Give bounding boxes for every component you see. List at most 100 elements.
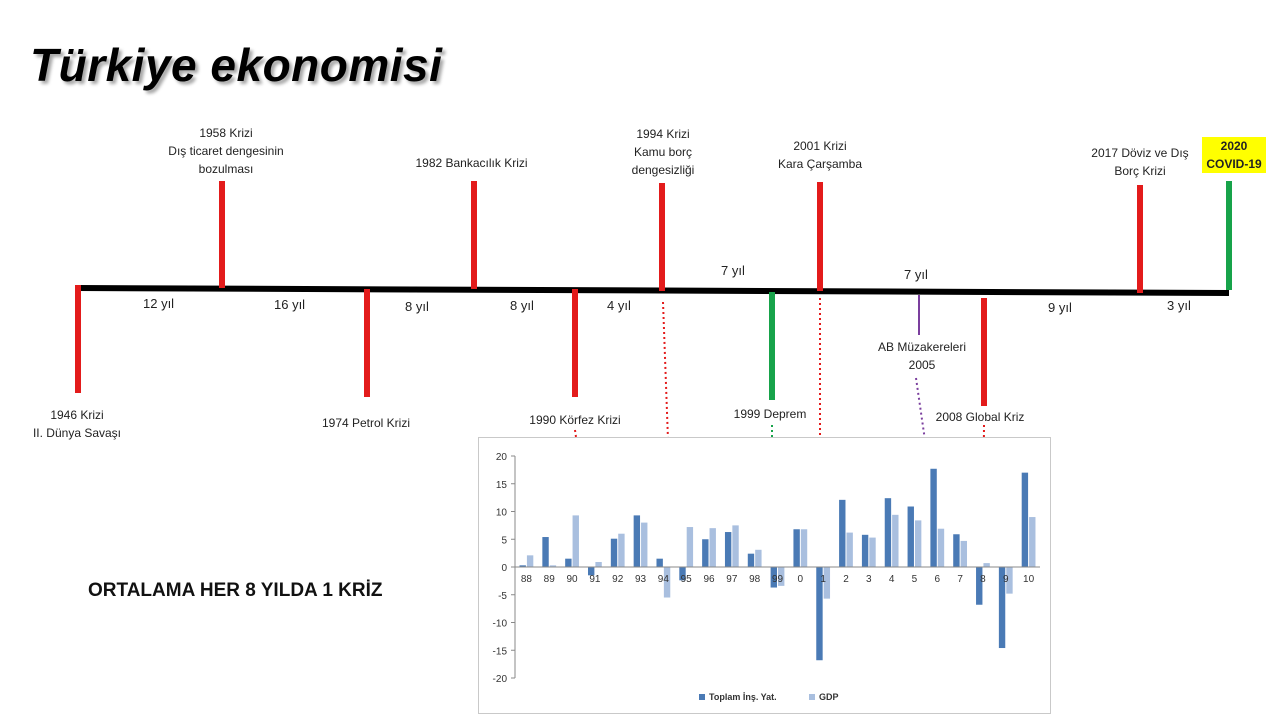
bar-gdp-0 [800,529,808,567]
event-1994-label: 1994 Krizi Kamu borç dengesizliği [631,127,695,177]
x-tick-label: 0 [798,574,804,585]
interval-label: 9 yıl [1048,300,1072,315]
bar-gdp-7 [960,540,967,567]
bar-1958 [219,181,225,288]
y-tick-label: -10 [493,619,508,630]
event-2001-label: 2001 Krizi Kara Çarşamba [777,139,863,171]
bar-2005 [918,295,920,335]
x-tick-label: 90 [567,574,579,585]
event-2017-label: 2017 Döviz ve Dış Borç Krizi [1091,146,1189,178]
interval-label: 16 yıl [274,297,306,312]
bar-insaat-2 [839,499,846,567]
bar-gdp-94 [663,567,671,598]
x-tick-label: 3 [866,574,872,585]
bar-insaat-93 [633,515,641,567]
bar-2001 [817,182,823,291]
x-tick-label: 5 [912,574,918,585]
x-tick-label: 9 [1003,574,1009,585]
event-2020-label: 2020 COVID-19 [1202,137,1266,173]
bar-insaat-8 [976,567,983,605]
bar-gdp-4 [892,514,899,567]
x-tick-label: 1 [820,574,826,585]
bar-gdp-92 [618,533,625,567]
x-tick-label: 89 [544,574,556,585]
interval-label: 8 yıl [405,299,429,314]
legend-label: Toplam İnş. Yat. [709,692,777,702]
bar-insaat-6 [930,468,937,567]
event-1958-label: 1958 Krizi Dış ticaret dengesinin bozulm… [168,126,284,176]
bar-gdp-98 [755,549,762,567]
bar-gdp-6 [937,528,945,567]
x-tick-label: 88 [521,574,533,585]
bar-insaat-95 [679,567,686,581]
bar-insaat-9 [998,567,1006,649]
event-2008-label: 2008 Global Kriz [935,410,1025,424]
bar-insaat-7 [953,534,960,567]
chart-panel: 20 15 10 5 0 -5 -10 -15 -20 88 89 90 91 92 93 94 95 96 97 9… [478,437,1051,714]
bar-gdp-10 [1029,517,1036,567]
summary-text: ORTALAMA HER 8 YILDA 1 KRİZ [88,580,383,601]
y-tick-label: 5 [501,535,507,546]
bar-gdp-97 [732,525,739,567]
bar-gdp-88 [526,555,534,567]
bar-1946 [75,285,81,393]
bar-insaat-4 [884,498,892,567]
bar-gdp-99 [778,567,785,586]
legend-swatch [809,694,815,700]
legend-label: GDP [819,692,839,702]
bar-insaat-89 [542,537,549,567]
x-tick-label: 96 [703,574,715,585]
bar-gdp-5 [914,520,922,567]
bar-insaat-10 [1021,472,1029,567]
bar-gdp-96 [709,528,716,567]
y-tick-label: 15 [496,480,508,491]
x-tick-label: 92 [612,574,624,585]
y-tick-label: 0 [501,563,507,574]
y-tick-label: -5 [498,591,507,602]
bar-gdp-2 [846,532,853,567]
x-tick-label: 91 [589,574,601,585]
interval-label: 8 yıl [510,298,534,313]
bar-insaat-97 [724,532,732,567]
bar-1994 [659,183,665,291]
bar-2017 [1137,185,1143,293]
bar-1974 [364,289,370,397]
bar-gdp-93 [641,522,648,567]
interval-label: 7 yıl [721,263,745,278]
x-tick-label: 95 [681,574,693,585]
x-tick-label: 8 [980,574,986,585]
y-tick-label: 20 [496,452,508,463]
x-tick-label: 4 [889,574,895,585]
bar-insaat-3 [861,534,869,567]
bar-gdp-3 [869,537,876,567]
event-1990-label: 1990 Körfez Krizi [529,413,621,427]
timeline-axis [77,285,1230,296]
x-tick-label: 99 [772,574,784,585]
x-tick-label: 93 [635,574,647,585]
bar-1982 [471,181,477,289]
bar-gdp-8 [983,563,990,567]
bar-insaat-88 [519,565,526,567]
bar-insaat-96 [702,539,709,567]
x-tick-label: 97 [726,574,738,585]
x-tick-label: 10 [1023,574,1035,585]
interval-label: 4 yıl [607,298,631,313]
bar-1999 [769,292,775,400]
bar-gdp-91 [595,562,602,567]
bar-insaat-98 [747,553,755,567]
bar-insaat-5 [907,506,914,567]
y-tick-label: -15 [493,646,508,657]
y-tick-label: 10 [496,508,508,519]
bar-insaat-1 [816,567,823,661]
bar-insaat-92 [610,538,618,567]
legend-swatch [699,694,705,700]
bar-2020 [1226,181,1232,290]
bar-insaat-0 [793,529,800,567]
bar-gdp-89 [549,565,557,567]
bar-insaat-91 [588,567,595,576]
bar-2008 [981,298,987,406]
bar-gdp-90 [572,515,579,567]
interval-label: 3 yıl [1167,298,1191,313]
page-title: Türkiye ekonomisi [30,39,443,91]
